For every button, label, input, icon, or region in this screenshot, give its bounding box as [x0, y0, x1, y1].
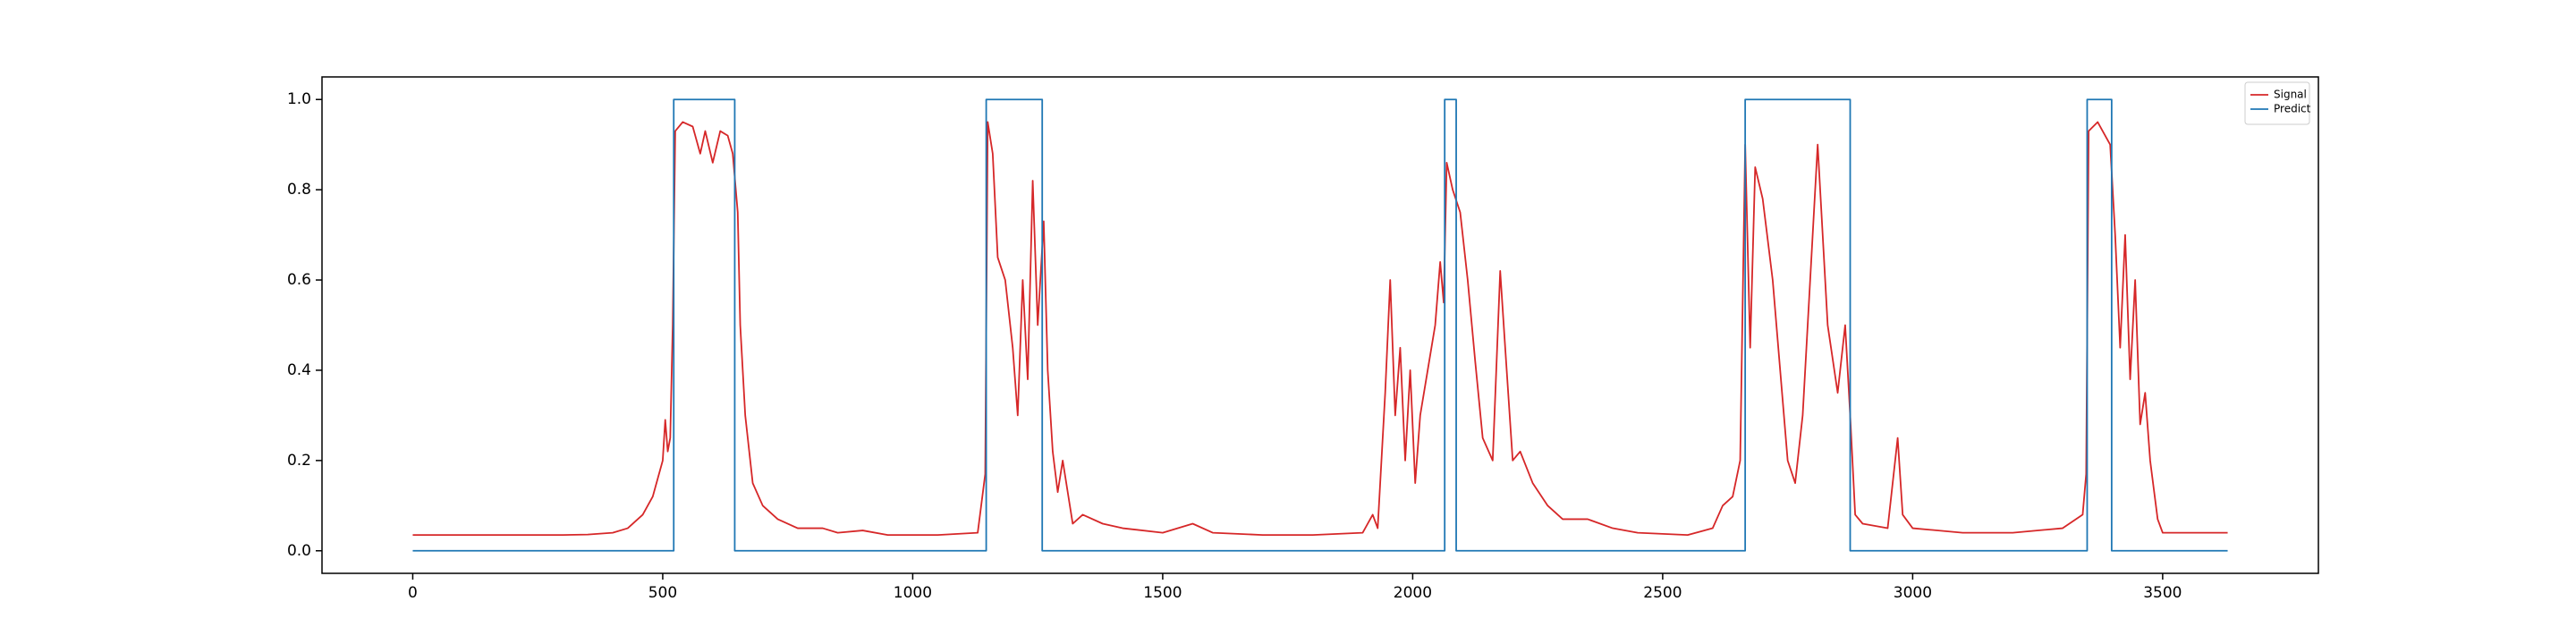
- y-tick-label: 0.2: [287, 452, 311, 470]
- y-tick-label: 0.6: [287, 271, 311, 289]
- x-tick-label: 1000: [894, 584, 932, 602]
- x-tick-label: 2500: [1643, 584, 1682, 602]
- legend-label: Signal: [2274, 89, 2307, 101]
- series-line: [412, 98, 2228, 552]
- x-tick-label: 3000: [1894, 584, 1932, 602]
- series-line: [412, 121, 2228, 537]
- x-tick-label: 2000: [1394, 584, 1432, 602]
- legend-label: Predict: [2274, 103, 2311, 115]
- legend-box: [2244, 81, 2310, 125]
- plot-frame: [321, 76, 2319, 574]
- y-tick-label: 0.0: [287, 542, 311, 560]
- y-tick-label: 0.8: [287, 181, 311, 199]
- y-tick-label: 0.4: [287, 361, 311, 379]
- x-tick-label: 3500: [2143, 584, 2182, 602]
- x-tick-label: 0: [408, 584, 418, 602]
- x-tick-label: 500: [648, 584, 677, 602]
- x-tick-label: 1500: [1143, 584, 1182, 602]
- y-tick-label: 1.0: [287, 90, 311, 108]
